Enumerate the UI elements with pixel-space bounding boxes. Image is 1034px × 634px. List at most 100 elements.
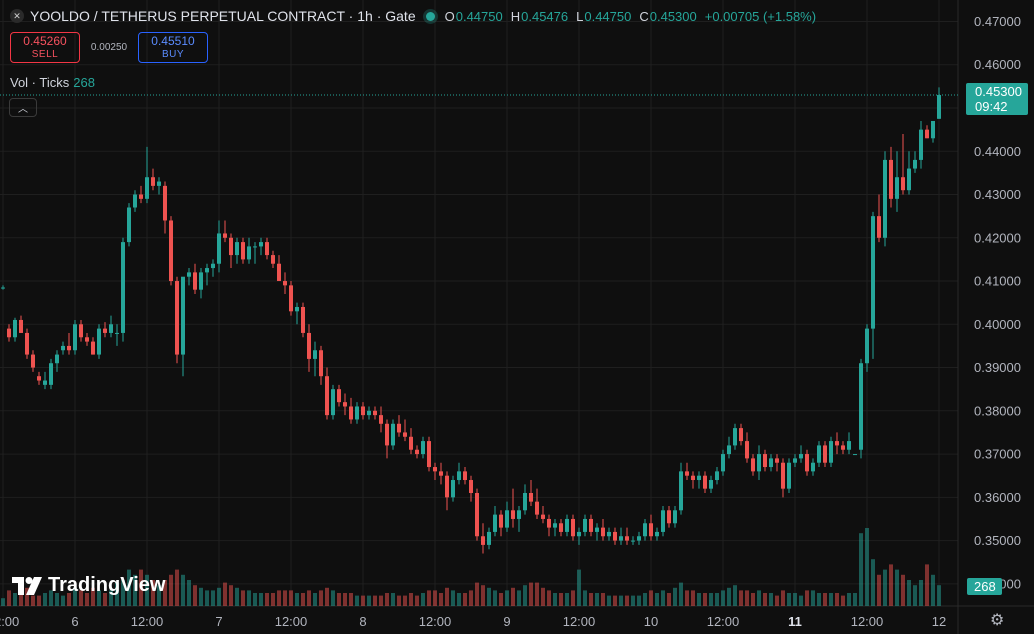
candle-body xyxy=(787,462,791,489)
volume-bar xyxy=(757,590,761,606)
candle-body xyxy=(703,475,707,489)
y-tick-label: 0.43000 xyxy=(974,187,1021,202)
candle-body xyxy=(859,363,863,450)
symbol-icon[interactable]: ✕ xyxy=(10,9,24,23)
volume-bar xyxy=(337,593,341,606)
volume-bar xyxy=(343,593,347,606)
x-tick-label: 8 xyxy=(359,614,366,629)
candle-body xyxy=(505,510,509,528)
buy-price: 0.45510 xyxy=(151,33,195,48)
volume-bar xyxy=(739,590,743,606)
candle-body xyxy=(901,177,905,191)
volume-bar xyxy=(607,595,611,606)
candle-body xyxy=(451,480,455,498)
candle-body xyxy=(517,510,521,519)
volume-bar xyxy=(169,574,173,606)
volume-bar xyxy=(907,580,911,606)
candle-body xyxy=(361,406,365,416)
volume-bar xyxy=(601,593,605,606)
volume-bar xyxy=(733,585,737,606)
candle-body xyxy=(631,540,635,542)
candle-body xyxy=(715,471,719,481)
candle-body xyxy=(553,523,557,528)
volume-bar xyxy=(475,582,479,606)
volume-bar xyxy=(511,587,515,606)
candle-body xyxy=(805,454,809,472)
time-axis[interactable]: 12:00 6 12:00 7 12:00 8 12:00 9 12:00 10 12:00 11 12… xyxy=(0,614,946,629)
candle-body xyxy=(745,441,749,459)
candle-body xyxy=(535,501,539,515)
candle-body xyxy=(229,237,233,256)
volume-bar xyxy=(469,590,473,606)
volume-bar xyxy=(781,590,785,606)
candle-body xyxy=(421,441,425,455)
candle-body xyxy=(283,281,287,286)
volume-bar xyxy=(13,593,17,606)
sell-button[interactable]: 0.45260 SELL xyxy=(10,32,80,63)
candle-body xyxy=(103,328,107,333)
x-tick-label: 12:00 xyxy=(851,614,884,629)
volume-bar xyxy=(871,559,875,606)
candle-body xyxy=(481,536,485,545)
volume-bar xyxy=(817,593,821,606)
candle-body xyxy=(247,246,251,260)
candle-body xyxy=(499,514,503,528)
volume-bar xyxy=(619,595,623,606)
candle-body xyxy=(571,518,575,537)
volume-bar xyxy=(115,582,119,606)
volume-bar xyxy=(625,595,629,606)
candle-body xyxy=(379,415,383,424)
settings-gear-icon[interactable]: ⚙ xyxy=(990,612,1005,629)
candle-body xyxy=(373,410,377,416)
volume-bar xyxy=(253,593,257,606)
volume-bar xyxy=(421,593,425,606)
candle-body xyxy=(847,441,851,450)
price-badge-value: 0.45300 xyxy=(975,84,1022,99)
volume-bar xyxy=(211,590,215,606)
volume-bar xyxy=(391,593,395,606)
volume-bar xyxy=(595,593,599,606)
candle-body xyxy=(391,423,395,446)
volume-bar xyxy=(67,593,71,606)
candle-body xyxy=(523,492,527,511)
volume-bar xyxy=(505,590,509,606)
candle-body xyxy=(493,514,497,532)
candle-body xyxy=(811,462,815,472)
candle-body xyxy=(655,531,659,537)
volume-bar xyxy=(457,593,461,606)
collapse-chevron-up-icon[interactable]: ︿ xyxy=(9,98,37,117)
candle-body xyxy=(637,536,641,541)
candle-body xyxy=(547,518,551,528)
candle-body xyxy=(469,480,473,493)
candle-body xyxy=(319,350,323,377)
candle-body xyxy=(643,523,647,537)
x-tick-label: 7 xyxy=(215,614,222,629)
volume-bar xyxy=(175,569,179,606)
buy-button[interactable]: 0.45510 BUY xyxy=(138,32,208,63)
candle-body xyxy=(895,177,899,199)
tradingview-logo[interactable]: TradingView xyxy=(12,574,165,597)
candle-body xyxy=(43,380,47,385)
candle-body xyxy=(367,410,371,416)
volume-badge-value: 268 xyxy=(974,579,996,594)
volume-bar xyxy=(541,587,545,606)
symbol-title[interactable]: YOOLDO / TETHERUS PERPETUAL CONTRACT · 1… xyxy=(30,8,416,24)
candle-body xyxy=(331,389,335,416)
volume-bar xyxy=(679,582,683,606)
volume-legend[interactable]: Vol · Ticks 268 xyxy=(10,75,95,90)
tradingview-mark-icon xyxy=(12,576,42,595)
volume-bar xyxy=(895,569,899,606)
volume-bar xyxy=(271,593,275,606)
volume-bar xyxy=(649,590,653,606)
volume-bar xyxy=(205,590,209,606)
volume-bar xyxy=(397,595,401,606)
y-tick-label: 0.41000 xyxy=(974,274,1021,289)
candle-body xyxy=(913,159,917,169)
candle-body xyxy=(115,332,119,334)
candle-body xyxy=(883,159,887,238)
price-axis[interactable]: 0.470000.460000.450000.440000.430000.420… xyxy=(974,14,1021,591)
candle-body xyxy=(91,341,95,355)
candle-body xyxy=(265,242,269,256)
volume-bar xyxy=(61,595,65,606)
